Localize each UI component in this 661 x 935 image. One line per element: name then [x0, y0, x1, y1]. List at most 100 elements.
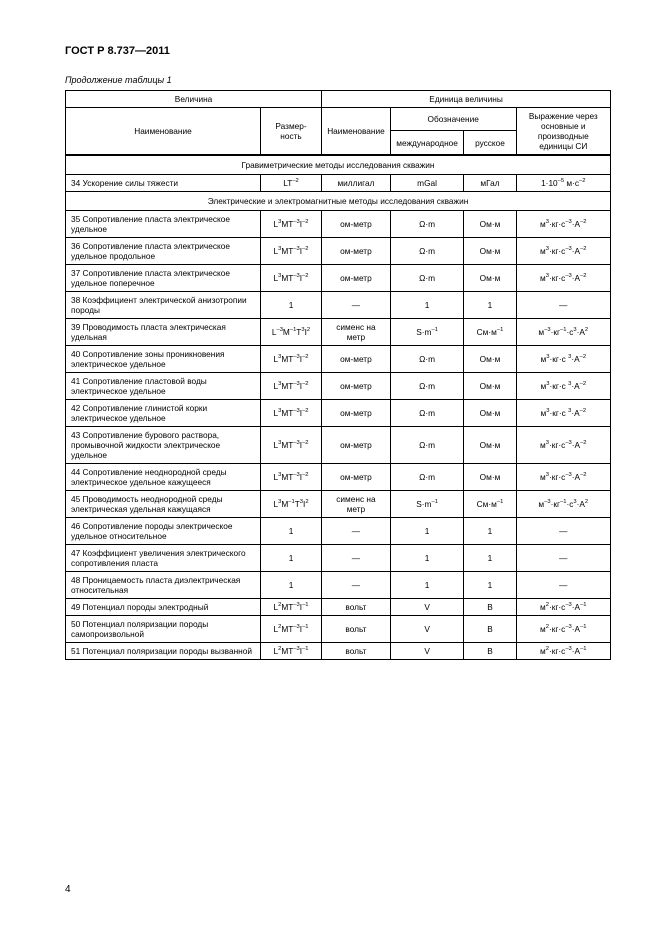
header-unit-name: Наименование — [322, 108, 391, 156]
cell-russian: 1 — [464, 292, 516, 319]
cell-russian: Ом·м — [464, 373, 516, 400]
data-table: Величина Единица величины Наименование Р… — [65, 90, 611, 660]
table-row: 47 Коэффициент увеличения электрического… — [66, 545, 611, 572]
cell-name: 41 Сопротивление пластовой воды электрич… — [66, 373, 261, 400]
cell-international: Ω·m — [390, 346, 464, 373]
table-row: 35 Сопротивление пласта электрическое уд… — [66, 211, 611, 238]
cell-dimension: L–3M–1T3I2 — [260, 319, 321, 346]
cell-si: м–3·кг–1·с3·А2 — [516, 319, 610, 346]
cell-si: — — [516, 292, 610, 319]
table-caption: Продолжение таблицы 1 — [65, 75, 611, 85]
cell-name: 43 Сопротивление бурового раствора, пром… — [66, 427, 261, 464]
table-row: 49 Потенциал породы электродныйL2MT–3I–1… — [66, 599, 611, 616]
cell-international: S·m–1 — [390, 491, 464, 518]
cell-name: 49 Потенциал породы электродный — [66, 599, 261, 616]
cell-russian: 1 — [464, 545, 516, 572]
header-quantity: Величина — [66, 91, 322, 108]
table-row: 50 Потенциал поляризации породы самопрои… — [66, 616, 611, 643]
cell-si: м3·кг·с 3·А–2 — [516, 400, 610, 427]
cell-dimension: L3MT–3I–2 — [260, 238, 321, 265]
table-row: 39 Проводимость пласта электрическая уде… — [66, 319, 611, 346]
cell-international: S·m–1 — [390, 319, 464, 346]
cell-si: — — [516, 572, 610, 599]
document-page: ГОСТ Р 8.737—2011 Продолжение таблицы 1 … — [0, 0, 661, 935]
cell-name: 50 Потенциал поляризации породы самопрои… — [66, 616, 261, 643]
cell-si: м3·кг·с–3·А–2 — [516, 427, 610, 464]
cell-name: 34 Ускорение силы тяжести — [66, 175, 261, 192]
cell-unit-name: — — [322, 518, 391, 545]
cell-si: м2·кг·с–3·А–1 — [516, 643, 610, 660]
cell-russian: 1 — [464, 518, 516, 545]
cell-dimension: L3MT–3I–2 — [260, 464, 321, 491]
cell-si: — — [516, 545, 610, 572]
cell-si: м2·кг·с–3·А–1 — [516, 599, 610, 616]
cell-unit-name: — — [322, 572, 391, 599]
table-row: 41 Сопротивление пластовой воды электрич… — [66, 373, 611, 400]
cell-international: Ω·m — [390, 238, 464, 265]
cell-si: 1·10–5 м·с–2 — [516, 175, 610, 192]
cell-si: м3·кг·с–3·А–2 — [516, 464, 610, 491]
cell-si: м3·кг·с–3·А–2 — [516, 265, 610, 292]
header-dimension: Размер- ность — [260, 108, 321, 156]
table-row: 38 Коэффициент электрической анизотропии… — [66, 292, 611, 319]
table-row: 44 Сопротивление неоднородной среды элек… — [66, 464, 611, 491]
cell-name: 38 Коэффициент электрической анизотропии… — [66, 292, 261, 319]
cell-name: 44 Сопротивление неоднородной среды элек… — [66, 464, 261, 491]
table-row: 40 Сопротивление зоны проникновения элек… — [66, 346, 611, 373]
cell-dimension: 1 — [260, 545, 321, 572]
cell-name: 46 Сопротивление породы электрическое уд… — [66, 518, 261, 545]
cell-international: V — [390, 616, 464, 643]
cell-russian: См·м–1 — [464, 491, 516, 518]
cell-unit-name: миллигал — [322, 175, 391, 192]
cell-dimension: L3MT–3I–2 — [260, 373, 321, 400]
cell-name: 47 Коэффициент увеличения электрического… — [66, 545, 261, 572]
cell-si: м–3·кг–1·с3·А2 — [516, 491, 610, 518]
cell-dimension: L2MT–3I–1 — [260, 643, 321, 660]
cell-russian: Ом·м — [464, 464, 516, 491]
cell-dimension: L3M–1T3I2 — [260, 491, 321, 518]
cell-name: 39 Проводимость пласта электрическая уде… — [66, 319, 261, 346]
cell-name: 40 Сопротивление зоны проникновения элек… — [66, 346, 261, 373]
cell-russian: В — [464, 599, 516, 616]
cell-unit-name: вольт — [322, 616, 391, 643]
table-row: 42 Сопротивление глинистой корки электри… — [66, 400, 611, 427]
cell-name: 36 Сопротивление пласта электрическое уд… — [66, 238, 261, 265]
table-row: 37 Сопротивление пласта электрическое уд… — [66, 265, 611, 292]
cell-international: V — [390, 599, 464, 616]
cell-name: 48 Проницаемость пласта диэлектрическая … — [66, 572, 261, 599]
cell-dimension: L2MT–3I–1 — [260, 616, 321, 643]
cell-russian: 1 — [464, 572, 516, 599]
cell-international: 1 — [390, 292, 464, 319]
cell-russian: Ом·м — [464, 211, 516, 238]
cell-russian: Ом·м — [464, 400, 516, 427]
cell-international: Ω·m — [390, 373, 464, 400]
header-russian: русское — [464, 131, 516, 155]
cell-international: Ω·m — [390, 265, 464, 292]
cell-unit-name: — — [322, 292, 391, 319]
table-row: 45 Проводимость неоднородной среды элект… — [66, 491, 611, 518]
cell-name: 37 Сопротивление пласта электрическое уд… — [66, 265, 261, 292]
cell-dimension: L3MT–3I–2 — [260, 211, 321, 238]
cell-dimension: L2MT–3I–1 — [260, 599, 321, 616]
cell-international: mGal — [390, 175, 464, 192]
cell-international: 1 — [390, 518, 464, 545]
cell-russian: См·м–1 — [464, 319, 516, 346]
cell-russian: В — [464, 616, 516, 643]
cell-unit-name: вольт — [322, 599, 391, 616]
cell-international: 1 — [390, 545, 464, 572]
cell-name: 51 Потенциал поляризации породы вызванно… — [66, 643, 261, 660]
cell-russian: Ом·м — [464, 238, 516, 265]
cell-unit-name: ом-метр — [322, 346, 391, 373]
table-row: 46 Сопротивление породы электрическое уд… — [66, 518, 611, 545]
page-number: 4 — [65, 884, 71, 895]
cell-unit-name: ом-метр — [322, 238, 391, 265]
document-title: ГОСТ Р 8.737—2011 — [65, 45, 611, 57]
cell-si: м3·кг·с 3·А–2 — [516, 373, 610, 400]
cell-unit-name: сименс на метр — [322, 319, 391, 346]
table-row: 36 Сопротивление пласта электрическое уд… — [66, 238, 611, 265]
cell-dimension: 1 — [260, 292, 321, 319]
cell-si: м3·кг·с–3·А–2 — [516, 238, 610, 265]
cell-unit-name: вольт — [322, 643, 391, 660]
cell-russian: Ом·м — [464, 346, 516, 373]
table-row: 43 Сопротивление бурового раствора, пром… — [66, 427, 611, 464]
